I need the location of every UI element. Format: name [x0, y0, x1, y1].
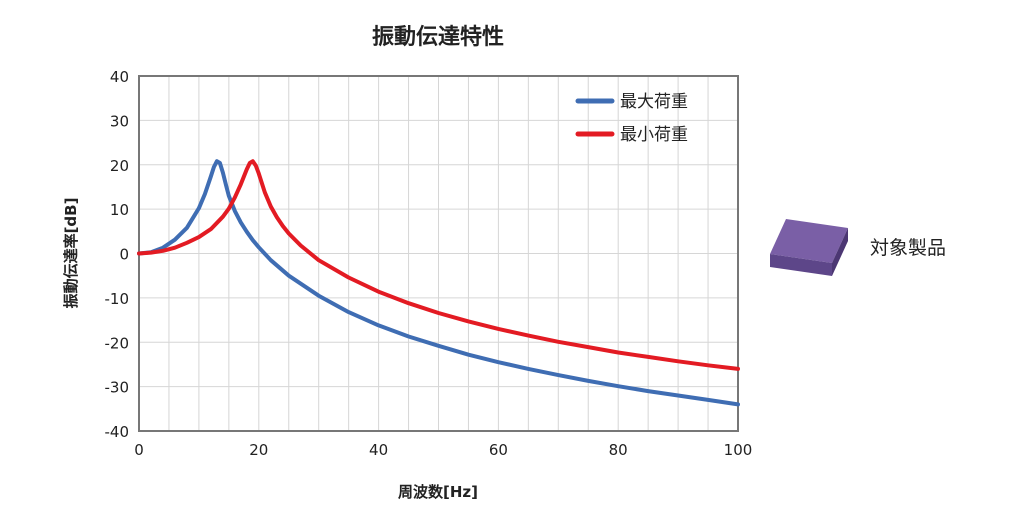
- chart-title: 振動伝達特性: [372, 24, 504, 50]
- y-tick-label: -10: [105, 290, 130, 308]
- x-tick-label: 100: [724, 441, 753, 459]
- grid: [139, 76, 738, 431]
- x-tick-label: 80: [609, 441, 628, 459]
- y-tick-label: 20: [110, 157, 129, 175]
- y-tick-label: 30: [110, 112, 129, 130]
- x-tick-label: 40: [369, 441, 388, 459]
- x-tick-label: 0: [134, 441, 144, 459]
- x-tick-label: 60: [489, 441, 508, 459]
- series-lines: [137, 159, 740, 407]
- series-line-1: [137, 159, 740, 407]
- product-icon: [770, 219, 848, 276]
- x-tick-label: 20: [249, 441, 268, 459]
- y-axis-label: 振動伝達率[dB]: [62, 198, 80, 309]
- series-line-2: [137, 159, 740, 371]
- y-tick-label: -30: [105, 379, 130, 397]
- y-tick-label: 10: [110, 201, 129, 219]
- product-label: 対象製品: [870, 237, 947, 259]
- y-tick-label: 40: [110, 68, 129, 86]
- legend-label-1: 最大荷重: [620, 92, 688, 112]
- y-tick-label: -20: [105, 334, 130, 352]
- legend-label-2: 最小荷重: [620, 125, 688, 145]
- y-tick-label: -40: [105, 423, 130, 441]
- x-axis-label: 周波数[Hz]: [398, 483, 478, 501]
- y-tick-label: 0: [119, 246, 129, 264]
